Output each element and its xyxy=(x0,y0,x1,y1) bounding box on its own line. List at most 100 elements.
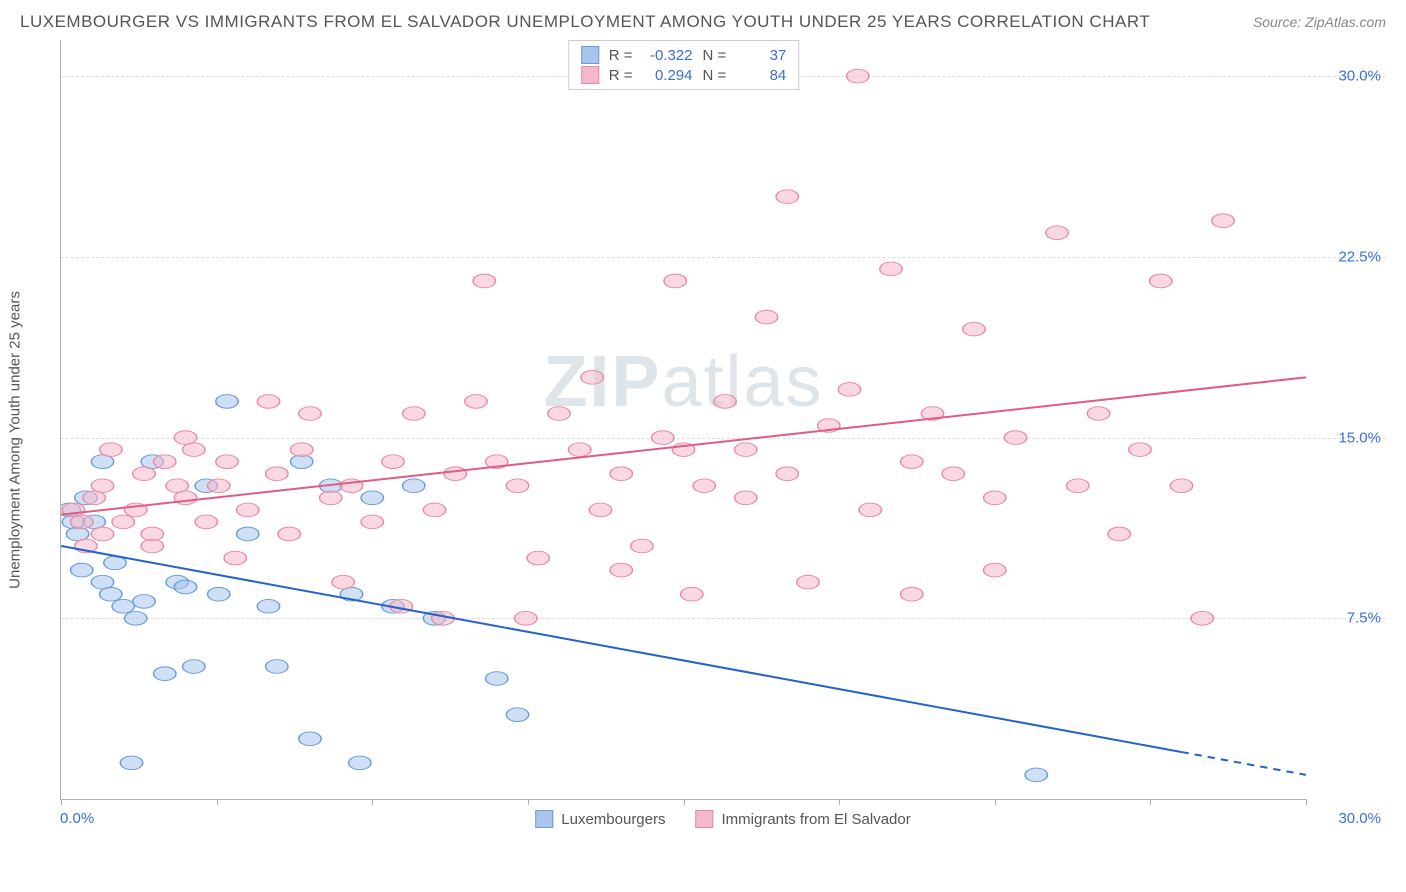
scatter-point xyxy=(859,503,881,517)
x-tick xyxy=(995,799,996,805)
scatter-point xyxy=(299,732,321,746)
x-max-label: 30.0% xyxy=(1338,810,1381,827)
x-tick xyxy=(528,799,529,805)
x-tick xyxy=(1306,799,1307,805)
scatter-point xyxy=(984,491,1006,505)
scatter-point xyxy=(755,310,777,324)
scatter-point xyxy=(124,611,146,625)
scatter-point xyxy=(465,395,487,409)
scatter-point xyxy=(112,515,134,529)
n-value-1: 37 xyxy=(736,47,786,64)
bottom-legend: Luxembourgers Immigrants from El Salvado… xyxy=(535,810,910,828)
scatter-point xyxy=(631,539,653,553)
scatter-point xyxy=(963,322,985,336)
chart-title: LUXEMBOURGER VS IMMIGRANTS FROM EL SALVA… xyxy=(20,12,1150,32)
scatter-point xyxy=(527,551,549,565)
x-tick xyxy=(684,799,685,805)
scatter-point xyxy=(133,467,155,481)
trend-line-dashed xyxy=(1182,752,1307,775)
scatter-point xyxy=(1025,768,1047,782)
scatter-point xyxy=(1150,274,1172,288)
scatter-point xyxy=(506,708,528,722)
scatter-point xyxy=(901,587,923,601)
scatter-point xyxy=(693,479,715,493)
scatter-point xyxy=(120,756,142,770)
source-attribution: Source: ZipAtlas.com xyxy=(1253,14,1386,30)
scatter-point xyxy=(91,479,113,493)
scatter-point xyxy=(735,443,757,457)
scatter-point xyxy=(332,575,354,589)
x-tick xyxy=(217,799,218,805)
scatter-point xyxy=(1108,527,1130,541)
legend-swatch-pink xyxy=(696,810,714,828)
r-value-1: -0.322 xyxy=(643,47,693,64)
stats-row-1: R = -0.322 N = 37 xyxy=(581,45,787,65)
x-tick xyxy=(1150,799,1151,805)
scatter-point xyxy=(515,611,537,625)
scatter-point xyxy=(91,527,113,541)
scatter-point xyxy=(133,595,155,609)
scatter-point xyxy=(349,756,371,770)
scatter-point xyxy=(1212,214,1234,228)
scatter-point xyxy=(880,262,902,276)
scatter-point xyxy=(361,515,383,529)
n-value-2: 84 xyxy=(736,67,786,84)
scatter-point xyxy=(714,395,736,409)
scatter-point xyxy=(1004,431,1026,445)
scatter-plot-svg xyxy=(61,40,1306,799)
y-axis-label: Unemployment Among Youth under 25 years xyxy=(7,291,24,589)
source-value: ZipAtlas.com xyxy=(1305,14,1386,30)
scatter-point xyxy=(610,467,632,481)
scatter-point xyxy=(320,491,342,505)
scatter-point xyxy=(681,587,703,601)
scatter-point xyxy=(652,431,674,445)
scatter-point xyxy=(174,431,196,445)
source-label: Source: xyxy=(1253,14,1301,30)
x-tick xyxy=(372,799,373,805)
n-label: N = xyxy=(703,47,727,64)
scatter-point xyxy=(548,407,570,421)
scatter-point xyxy=(1129,443,1151,457)
y-tick-label: 30.0% xyxy=(1338,68,1381,85)
r-value-2: 0.294 xyxy=(643,67,693,84)
scatter-point xyxy=(506,479,528,493)
scatter-point xyxy=(444,467,466,481)
scatter-point xyxy=(847,69,869,83)
scatter-point xyxy=(361,491,383,505)
legend-label-2: Immigrants from El Salvador xyxy=(722,811,911,828)
scatter-point xyxy=(174,580,196,594)
y-tick-label: 22.5% xyxy=(1338,248,1381,265)
y-tick-label: 15.0% xyxy=(1338,429,1381,446)
scatter-point xyxy=(216,455,238,469)
scatter-point xyxy=(71,515,93,529)
stats-swatch-blue xyxy=(581,46,599,64)
scatter-point xyxy=(100,587,122,601)
scatter-point xyxy=(183,660,205,674)
scatter-point xyxy=(1067,479,1089,493)
legend-label-1: Luxembourgers xyxy=(561,811,665,828)
x-min-label: 0.0% xyxy=(60,810,94,827)
trend-line xyxy=(61,377,1306,514)
scatter-point xyxy=(403,407,425,421)
legend-item-luxembourgers: Luxembourgers xyxy=(535,810,665,828)
scatter-point xyxy=(610,563,632,577)
scatter-point xyxy=(403,479,425,493)
stats-swatch-pink xyxy=(581,66,599,84)
x-tick xyxy=(61,799,62,805)
scatter-point xyxy=(589,503,611,517)
scatter-point xyxy=(266,467,288,481)
scatter-point xyxy=(257,395,279,409)
scatter-point xyxy=(207,587,229,601)
scatter-point xyxy=(237,503,259,517)
chart-container: Unemployment Among Youth under 25 years … xyxy=(60,40,1386,840)
scatter-point xyxy=(207,479,229,493)
scatter-point xyxy=(776,190,798,204)
scatter-point xyxy=(141,539,163,553)
stats-row-2: R = 0.294 N = 84 xyxy=(581,65,787,85)
scatter-point xyxy=(382,455,404,469)
scatter-point xyxy=(797,575,819,589)
legend-item-elsalvador: Immigrants from El Salvador xyxy=(696,810,911,828)
scatter-point xyxy=(257,599,279,613)
scatter-point xyxy=(154,455,176,469)
legend-swatch-blue xyxy=(535,810,553,828)
